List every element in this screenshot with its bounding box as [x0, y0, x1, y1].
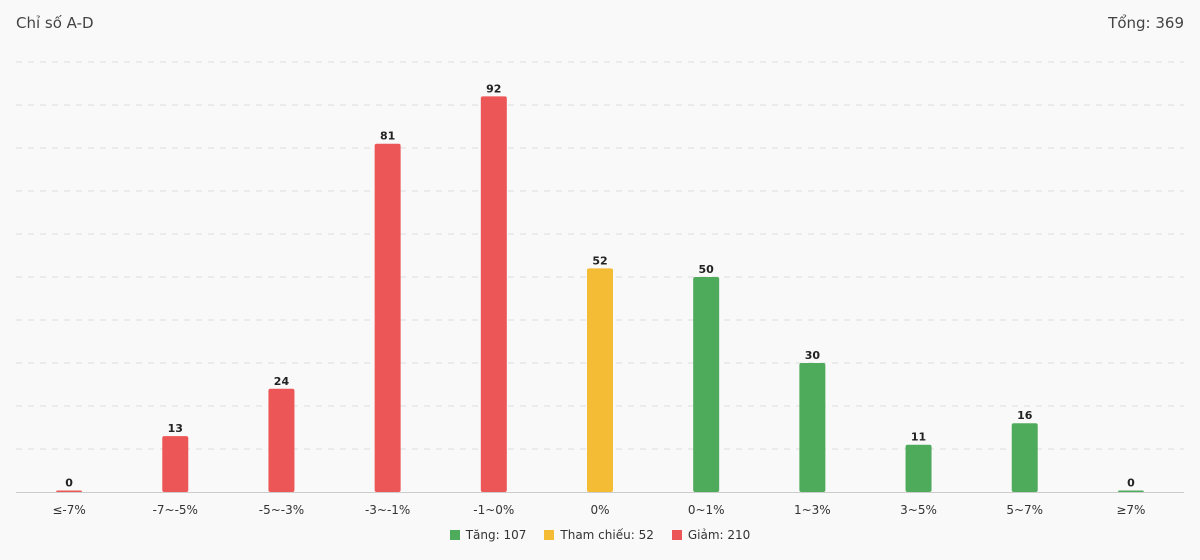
- x-tick-label-1: -7~-5%: [153, 503, 198, 517]
- total-count: Tổng: 369: [1108, 14, 1184, 32]
- data-label-2: 24: [274, 375, 290, 388]
- bar-6: [693, 277, 720, 492]
- legend-swatch: [671, 530, 682, 540]
- x-tick-label-2: -5~-3%: [259, 503, 304, 517]
- data-label-6: 50: [699, 263, 715, 276]
- legend-swatch: [449, 530, 460, 540]
- bar-9: [1011, 423, 1038, 492]
- legend-item-1[interactable]: Tham chiếu: 52: [544, 528, 654, 542]
- bar-1: [162, 436, 189, 492]
- x-tick-label-10: ≥7%: [1116, 503, 1145, 517]
- chart-title: Chỉ số A-D: [16, 14, 94, 32]
- x-tick-label-3: -3~-1%: [365, 503, 410, 517]
- x-tick-label-9: 5~7%: [1006, 503, 1043, 517]
- legend: Tăng: 107 Tham chiếu: 52 Giảm: 210: [0, 528, 1200, 542]
- bar-7: [799, 363, 826, 492]
- legend-label: Tham chiếu: 52: [560, 528, 654, 542]
- data-label-1: 13: [168, 422, 183, 435]
- x-tick-label-6: 0~1%: [688, 503, 725, 517]
- x-tick-label-5: 0%: [590, 503, 609, 517]
- x-tick-label-7: 1~3%: [794, 503, 831, 517]
- bar-2: [268, 388, 295, 492]
- bar-5: [587, 268, 613, 492]
- data-label-5: 52: [592, 254, 607, 267]
- bar-4: [480, 96, 507, 493]
- data-label-7: 30: [805, 349, 821, 362]
- legend-label: Tăng: 107: [465, 528, 527, 542]
- legend-item-0[interactable]: Tăng: 107: [449, 528, 527, 542]
- data-label-4: 92: [486, 82, 501, 95]
- bar-0: [56, 490, 83, 492]
- data-label-10: 0: [1127, 477, 1135, 490]
- bar-3: [374, 143, 401, 492]
- x-tick-label-0: ≤-7%: [52, 503, 85, 517]
- legend-swatch: [544, 530, 555, 540]
- data-label-9: 16: [1017, 409, 1033, 422]
- bar-10: [1117, 490, 1144, 492]
- data-label-0: 0: [65, 477, 73, 490]
- legend-label: Giảm: 210: [687, 528, 751, 542]
- bar-8: [905, 444, 932, 492]
- legend-item-2[interactable]: Giảm: 210: [671, 528, 751, 542]
- data-label-8: 11: [911, 431, 926, 444]
- data-label-3: 81: [380, 130, 395, 143]
- x-tick-label-8: 3~5%: [900, 503, 937, 517]
- x-tick-label-4: -1~0%: [473, 503, 514, 517]
